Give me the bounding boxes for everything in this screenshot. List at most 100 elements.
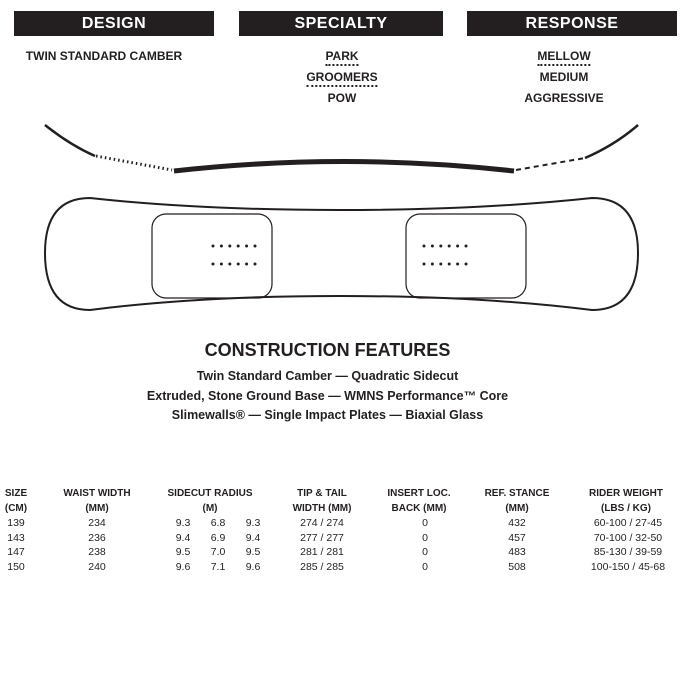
table-cell: 143 xyxy=(7,531,25,544)
binding-zone-back xyxy=(405,213,527,299)
column-header: INSERT LOC. BACK (MM) xyxy=(387,486,450,516)
column-header: SIDECUT RADIUS (M) xyxy=(167,486,252,516)
column-header-line: (LBS / KG) xyxy=(600,503,651,514)
column-header: SIZE (CM) xyxy=(5,486,27,516)
insert-hole xyxy=(253,262,257,266)
insert-hole xyxy=(422,262,426,266)
insert-hole xyxy=(439,244,443,248)
insert-hole xyxy=(245,244,249,248)
insert-hole xyxy=(228,262,232,266)
column-header-line: SIDECUT RADIUS xyxy=(167,488,253,499)
table-cell: 0 xyxy=(422,517,428,529)
column-header-line: RIDER WEIGHT xyxy=(589,488,663,499)
column-header-line: (MM) xyxy=(505,503,529,514)
table-cell: 234 xyxy=(88,517,106,529)
insert-hole xyxy=(430,262,434,266)
insert-hole xyxy=(464,244,468,248)
table-cell: 281 / 281 xyxy=(300,546,344,559)
column-header-line: INSERT LOC. xyxy=(387,488,451,499)
column-header-line: WAIST WIDTH xyxy=(63,488,131,499)
table-cell: 150 xyxy=(7,561,25,574)
table-cell: 0 xyxy=(422,561,428,574)
table-cell: 9.6 xyxy=(175,561,191,574)
table-cell: 432 xyxy=(508,517,526,529)
response-header: RESPONSE xyxy=(467,11,677,36)
construction-title: CONSTRUCTION FEATURES xyxy=(204,340,451,360)
column-header-line: SIZE xyxy=(4,488,28,499)
table-cell: 9.4 xyxy=(245,531,261,544)
table-cell: 457 xyxy=(508,531,526,544)
design-value: TWIN STANDARD CAMBER xyxy=(25,49,183,63)
table-cell: 6.9 xyxy=(210,531,226,544)
column-header-line: BACK (MM) xyxy=(391,503,447,514)
column-header: WAIST WIDTH (MM) xyxy=(63,486,130,516)
column-header-line: REF. STANCE xyxy=(484,488,550,499)
board-outline xyxy=(43,196,640,312)
table-cell: 0 xyxy=(422,531,428,544)
table-cell: 274 / 274 xyxy=(300,517,344,529)
column-header: REF. STANCE (MM) xyxy=(485,486,550,516)
insert-hole xyxy=(430,244,434,248)
table-cell: 7.0 xyxy=(210,546,226,559)
table-cell: 7.1 xyxy=(210,561,226,574)
table-cell: 236 xyxy=(88,531,106,544)
column-header-line: (CM) xyxy=(4,503,28,514)
table-cell: 240 xyxy=(88,561,106,574)
table-cell: 100-150 / 45-68 xyxy=(590,561,666,574)
table-cell: 6.8 xyxy=(210,517,226,529)
insert-hole xyxy=(236,244,240,248)
binding-zone-front xyxy=(151,213,273,299)
table-cell: 277 / 277 xyxy=(300,531,344,544)
insert-hole xyxy=(245,262,249,266)
insert-hole xyxy=(211,244,215,248)
table-cell: 9.6 xyxy=(245,561,261,574)
table-cell: 285 / 285 xyxy=(300,561,344,574)
construction-line: Slimewalls® — Single Impact Plates — Bia… xyxy=(171,408,484,422)
insert-hole xyxy=(447,244,451,248)
column-header-line: (M) xyxy=(202,503,218,514)
insert-hole xyxy=(253,244,257,248)
table-cell: 483 xyxy=(508,546,526,559)
insert-hole xyxy=(456,244,460,248)
column-header: RIDER WEIGHT (LBS / KG) xyxy=(589,486,663,516)
response-medium: MEDIUM xyxy=(539,70,589,84)
construction-line: Twin Standard Camber — Quadratic Sidecut xyxy=(196,369,459,383)
insert-hole xyxy=(456,262,460,266)
table-cell: 9.5 xyxy=(245,546,261,559)
insert-hole xyxy=(228,244,232,248)
construction-line: Extruded, Stone Ground Base — WMNS Perfo… xyxy=(146,389,509,403)
specialty-header: SPECIALTY xyxy=(239,11,443,36)
table-cell: 85-130 / 39-59 xyxy=(593,546,663,559)
table-cell: 9.4 xyxy=(175,531,191,544)
insert-hole xyxy=(219,244,223,248)
table-cell: 147 xyxy=(7,546,25,559)
table-cell: 9.3 xyxy=(175,517,191,529)
insert-hole xyxy=(439,262,443,266)
column-header: TIP & TAIL WIDTH (MM) xyxy=(293,486,352,516)
response-mellow: MELLOW xyxy=(537,49,591,66)
table-cell: 238 xyxy=(88,546,106,559)
insert-hole xyxy=(422,244,426,248)
table-cell: 0 xyxy=(422,546,428,559)
insert-hole xyxy=(236,262,240,266)
column-header-line: TIP & TAIL xyxy=(297,488,347,499)
table-cell: 9.3 xyxy=(245,517,261,529)
insert-hole xyxy=(211,262,215,266)
specialty-groomers: GROOMERS xyxy=(306,70,378,87)
table-cell: 508 xyxy=(508,561,526,574)
specialty-pow: POW xyxy=(327,91,357,105)
table-cell: 60-100 / 27-45 xyxy=(593,517,663,529)
column-header-line: WIDTH (MM) xyxy=(292,503,352,514)
table-cell: 9.5 xyxy=(175,546,191,559)
table-cell: 70-100 / 32-50 xyxy=(593,531,663,544)
camber-profile xyxy=(44,124,639,174)
board-illustration xyxy=(43,124,640,312)
design-header: DESIGN xyxy=(14,11,214,36)
table-cell: 139 xyxy=(7,517,25,529)
column-header-line: (MM) xyxy=(85,503,109,514)
insert-hole xyxy=(447,262,451,266)
insert-hole xyxy=(219,262,223,266)
insert-hole xyxy=(464,262,468,266)
specialty-park: PARK xyxy=(325,49,359,66)
